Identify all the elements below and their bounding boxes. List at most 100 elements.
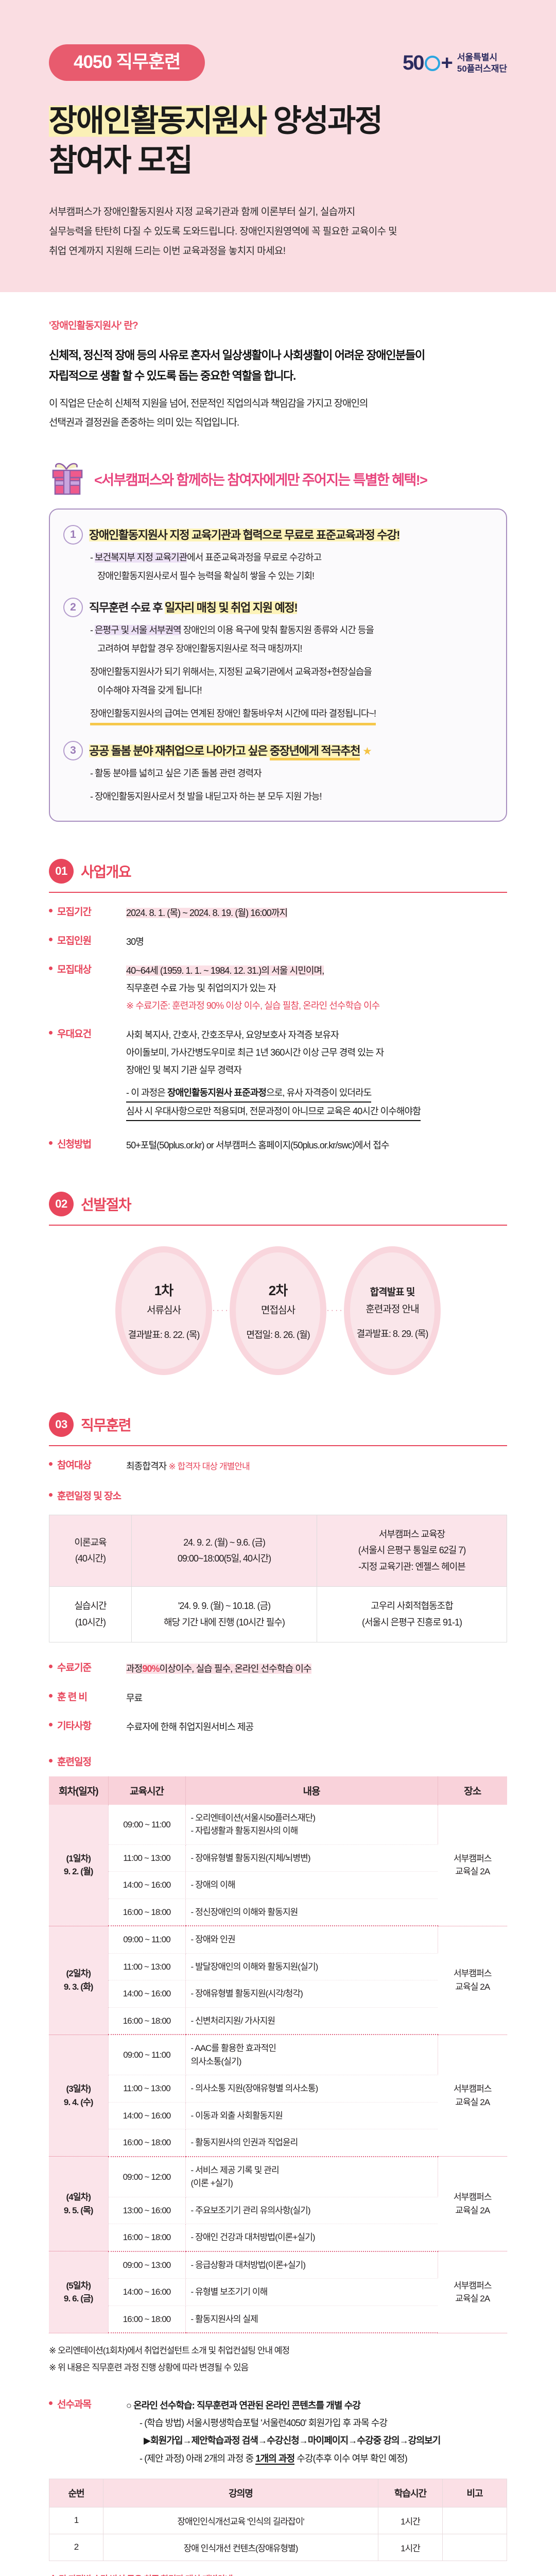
col-hours: 학습시간 — [378, 2478, 443, 2507]
row-value: 수료자에 한해 취업지원서비스 제공 — [126, 1721, 254, 1732]
cell-content: - 의사소통 지원(장애유형별 의사소통) — [185, 2075, 438, 2103]
row-recruit-period: 모집기간 2024. 8. 1. (목) ~ 2024. 8. 19. (월) … — [49, 904, 507, 922]
col-place: 장소 — [438, 1776, 507, 1805]
cell-content: - 장애와 인권 — [185, 1926, 438, 1954]
table-row: 11:00 ~ 13:00 - 발달장애인의 이해와 활동지원(실기) — [49, 1953, 507, 1981]
section-number: 03 — [49, 1412, 74, 1437]
pre-line-2: - (학습 방법) 서울시평생학습포털 '서울런4050' 회원가입 후 과목 … — [140, 2418, 388, 2429]
table-row: 16:00 ~ 18:00 - 장애인 건강과 대처방법(이론+실기) — [49, 2224, 507, 2252]
row-label: 수료기준 — [49, 1660, 126, 1677]
hero-section: 50 + 서울특별시 50플러스재단 4050 직무훈련 장애인활동지원사 양성과… — [0, 0, 556, 292]
cell-place: 서부캠퍼스 교육실 2A — [438, 1804, 507, 1926]
definition-sub-1: 이 직업은 단순히 신체적 지원을 넘어, 전문적인 직업의식과 책임감을 가지… — [49, 398, 368, 409]
benefit-line-mark: 은평구 및 서울 서부권역 — [95, 625, 182, 636]
cell-content: - 주요보조기기 관리 유의사항(실기) — [185, 2197, 438, 2225]
col-course-name: 강의명 — [103, 2478, 378, 2507]
section-03-head: 03 직무훈련 — [49, 1412, 507, 1437]
cell-date: '24. 9. 9. (월) ~ 10.18. (금) 해당 기간 내에 진행 … — [131, 1586, 317, 1643]
pre-line-4c: 수강(추후 이수 여부 확인 예정) — [294, 2453, 407, 2464]
cell-content: - 이동과 외출 사회활동지원 — [185, 2102, 438, 2130]
gift-box-icon — [49, 460, 86, 497]
logo-org-line1: 서울특별시 — [457, 53, 498, 63]
pref-note-2: 심사 시 우대사항으로만 적용되며, 전문과정이 아니므로 교육은 40시간 이… — [126, 1103, 421, 1122]
table-row: 이론교육 (40시간) 24. 9. 2. (월) ~ 9.6. (금) 09:… — [49, 1514, 507, 1587]
topic-line: 의사소통(실기) — [190, 2056, 242, 2066]
pref-note-1a: - 이 과정은 — [126, 1088, 168, 1098]
cell-time: 14:00 ~ 16:00 — [108, 1871, 186, 1899]
title-line2: 참여자 모집 — [49, 143, 193, 178]
cell-time: 16:00 ~ 18:00 — [108, 2224, 186, 2252]
cell-day: (5일차) 9. 6. (금) — [49, 2251, 109, 2333]
cell-content: - 장애인 건강과 대처방법(이론+실기) — [185, 2224, 438, 2252]
table-header-row: 순번 강의명 학습시간 비고 — [49, 2478, 507, 2507]
cell-time: 09:00 ~ 11:00 — [108, 1926, 186, 1954]
row-label: 훈 련 비 — [49, 1689, 126, 1707]
step-stage: 2차 — [268, 1282, 288, 1298]
section-divider — [49, 1445, 507, 1446]
cell-time: 09:00 ~ 13:00 — [108, 2251, 186, 2279]
fifty-plus-logo-icon: 50 + — [403, 52, 453, 75]
table-row: 1 장애인인식개선교육 '인식의 길라잡이' 1시간 — [49, 2506, 507, 2534]
star-icon: ★ — [362, 745, 372, 757]
row-label: 신청방법 — [49, 1137, 126, 1154]
benefit-line-rest: 장애인의 이용 욕구에 맞춰 활동지원 종류와 시간 등을 — [181, 625, 374, 636]
benefit-line-rest: 장애인활동지원사로서 첫 발을 내딛고자 하는 분 모두 지원 가능! — [95, 791, 322, 802]
definition-question: '장애인활동지원사' 란? — [49, 320, 138, 331]
cell-date: 24. 9. 2. (월) ~ 9.6. (금) 09:00~18:00(5일,… — [131, 1514, 317, 1587]
cell-content: - 정신장애인의 이해와 활동지원 — [185, 1899, 438, 1927]
cell-content: - 유형별 보조기기 이해 — [185, 2278, 438, 2306]
benefit-line-rest: 활동 분야를 넓히고 싶은 기존 돌봄 관련 경력자 — [95, 768, 262, 778]
hero-lead: 서부캠퍼스가 장애인활동지원사 지정 교육기관과 함께 이론부터 실기, 실습까… — [49, 202, 507, 261]
schedule-note-1: ※ 오리엔테이션(1회차)에서 취업컨설턴트 소개 및 취업컨설팅 안내 예정 — [49, 2346, 290, 2356]
benefit-heading-2: 직무훈련 수료 후 일자리 매칭 및 취업 지원 예정! — [89, 598, 298, 617]
cell-content: - 장애유형별 활동지원(시각/청각) — [185, 1980, 438, 2008]
definition-strong-2: 자립적으로 생활 할 수 있도록 돕는 중요한 역할을 합니다. — [49, 369, 296, 383]
table-row: 16:00 ~ 18:00 - 신변처리지원/ 가사지원 — [49, 2007, 507, 2036]
cell-time: 16:00 ~ 18:00 — [108, 2306, 186, 2334]
col-remark: 비고 — [442, 2478, 507, 2507]
section-number: 02 — [49, 1191, 74, 1216]
benefit-head-a-1: 장애인활동지원사 지정 교육기관과 협력으로 — [89, 529, 285, 542]
benefit-line: - 활동 분야를 넓히고 싶은 기존 돌봄 관련 경력자 — [90, 768, 262, 778]
cell-place: 서부캠퍼스 교육실 2A — [438, 2156, 507, 2252]
logo-plus: + — [441, 52, 453, 74]
page-title: 장애인활동지원사 양성과정 참여자 모집 — [49, 101, 507, 181]
topic-line: - AAC를 활용한 효과적인 — [190, 2043, 276, 2054]
benefit-heading-3: 공공 돌봄 분야 재취업으로 나아가고 싶은 중장년에게 적극추천 ★ — [89, 741, 372, 760]
target-sub: 직무훈련 수료 가능 및 취업의지가 있는 자 — [126, 983, 276, 994]
benefit-item-2: 2 직무훈련 수료 후 일자리 매칭 및 취업 지원 예정! — [63, 598, 491, 618]
training-schedule-table: 회차(일자) 교육시간 내용 장소 (1일차) 9. 2. (월) 09:00 … — [49, 1776, 507, 2334]
benefit-line: - 장애인활동지원사로서 첫 발을 내딛고자 하는 분 모두 지원 가능! — [90, 791, 322, 802]
row-value[interactable]: 50+포털(50plus.or.kr) or 서부캠퍼스 홈페이지(50plus… — [126, 1140, 390, 1151]
table-row: (1일차) 9. 2. (월) 09:00 ~ 11:00 - 오리엔테이션(서… — [49, 1804, 507, 1926]
table-header-row: 회차(일자) 교육시간 내용 장소 — [49, 1776, 507, 1805]
pref-note-1c: 으로, 유사 자격증이 있더라도 — [266, 1088, 372, 1098]
selection-steps: 1차 서류심사 결과발표: 8. 22. (목) ···· 2차 면접심사 면접… — [49, 1246, 507, 1375]
schedule-notes: ※ 오리엔테이션(1회차)에서 취업컨설턴트 소개 및 취업컨설팅 안내 예정 … — [49, 2343, 507, 2376]
logo-org-text: 서울특별시 50플러스재단 — [457, 52, 507, 74]
cell-time: 16:00 ~ 18:00 — [108, 2007, 186, 2036]
cell-content: - 발달장애인의 이해와 활동지원(실기) — [185, 1953, 438, 1981]
brand-logo: 50 + 서울특별시 50플러스재단 — [403, 52, 507, 75]
row-etc: 기타사항 수료자에 한해 취업지원서비스 제공 — [49, 1718, 507, 1736]
pre-line-1: ○ 온라인 선수학습: 직무훈련과 연관된 온라인 콘텐츠를 개별 수강 — [126, 2400, 361, 2411]
row-label: 모집기간 — [49, 904, 126, 922]
program-badge: 4050 직무훈련 — [49, 44, 205, 81]
cell-remark — [442, 2506, 507, 2534]
col-no: 순번 — [49, 2478, 103, 2507]
definition-sub: 이 직업은 단순히 신체적 지원을 넘어, 전문적인 직업의식과 책임감을 가지… — [49, 394, 507, 432]
pref-line-1: 사회 복지사, 간호사, 간호조무사, 요양보호사 자격증 보유자 — [126, 1029, 339, 1040]
cell-day: (1일차) 9. 2. (월) — [49, 1804, 109, 1926]
benefit-line: - 보건복지부 지정 교육기관에서 표준교육과정을 무료로 수강하고 — [90, 552, 322, 563]
cell-time: 16:00 ~ 18:00 — [108, 1899, 186, 1927]
row-label: 참여대상 — [49, 1458, 126, 1475]
table-row: (2일차) 9. 3. (화) 09:00 ~ 11:00 - 장애와 인권 서… — [49, 1926, 507, 2035]
table-row: 11:00 ~ 13:00 - 장애유형별 활동지원(지체/뇌병변) — [49, 1844, 507, 1872]
cell-day: (4일차) 9. 5. (목) — [49, 2156, 109, 2252]
cell-content: - 오리엔테이션(서울시50플러스재단) - 자립생활과 활동지원사의 이해 — [185, 1804, 438, 1845]
step-connector-icon: ···· — [212, 1306, 230, 1315]
cell-hours: 1시간 — [378, 2533, 443, 2561]
cell-type: 이론교육 (40시간) — [49, 1514, 132, 1587]
row-note: ※ 합격자 대상 개별안내 — [168, 1461, 250, 1471]
